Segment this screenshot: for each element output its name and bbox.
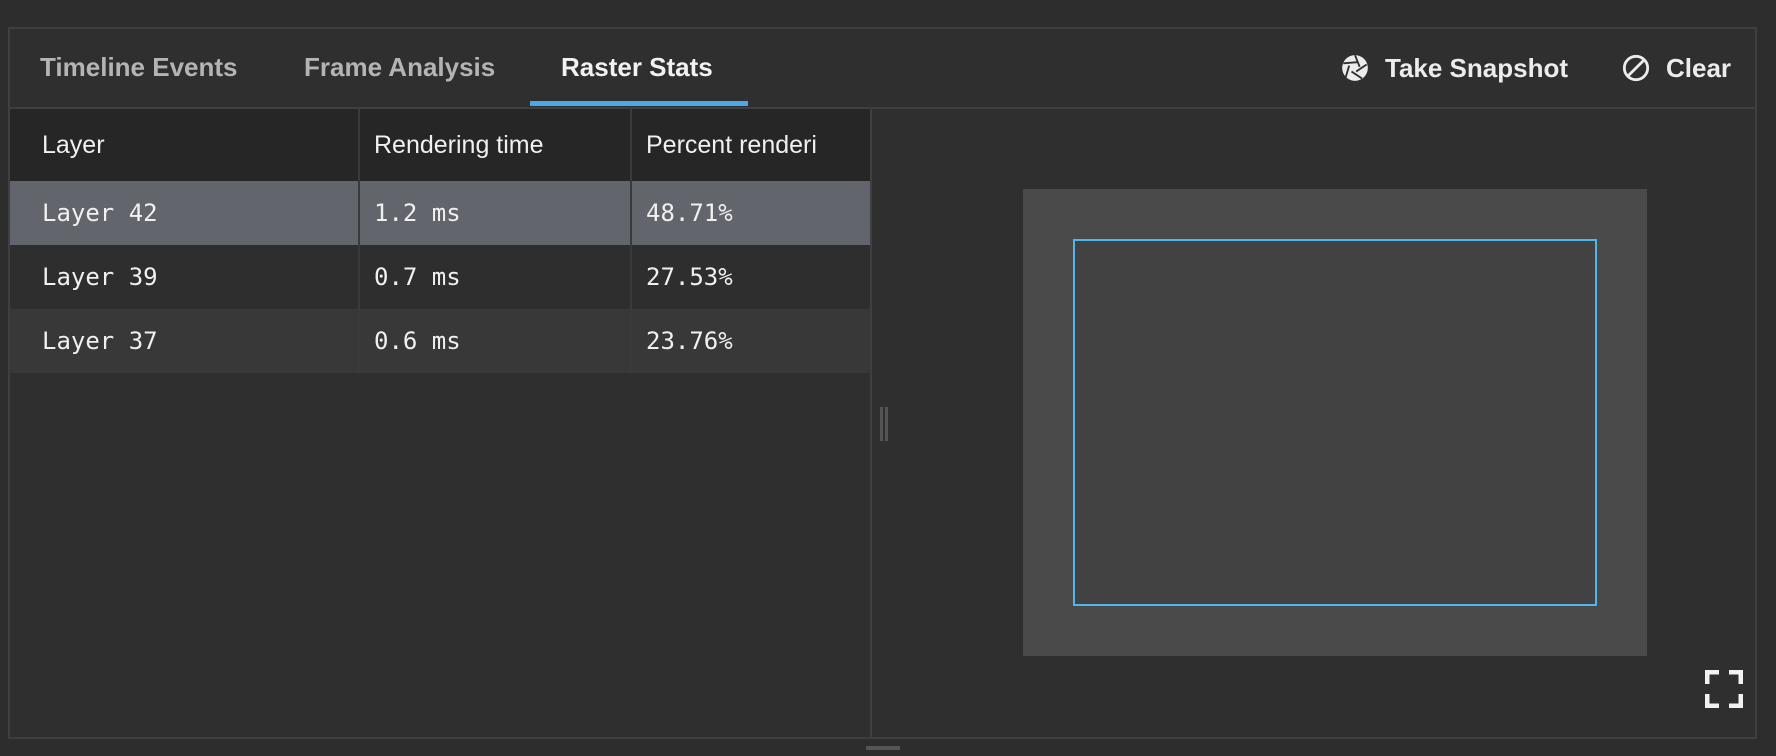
clear-button[interactable]: Clear bbox=[1622, 29, 1731, 107]
layer-preview bbox=[1023, 189, 1647, 656]
column-header-percent-rendering[interactable]: Percent renderi bbox=[630, 109, 870, 181]
clear-label: Clear bbox=[1666, 53, 1732, 83]
table-row[interactable]: Layer 42 1.2 ms 48.71% bbox=[10, 181, 870, 245]
take-snapshot-button[interactable]: Take Snapshot bbox=[1341, 29, 1568, 107]
camera-shutter-icon bbox=[1342, 54, 1368, 81]
percent-rendering: 48.71% bbox=[630, 181, 870, 245]
tab-bar: Timeline Events Frame Analysis Raster St… bbox=[10, 29, 1755, 109]
layer-table: Layer Rendering time Percent renderi Lay… bbox=[10, 109, 872, 737]
layer-highlight-rect bbox=[1073, 239, 1597, 606]
block-icon bbox=[1622, 55, 1650, 82]
layer-name: Layer 42 bbox=[42, 199, 158, 227]
table-row[interactable]: Layer 39 0.7 ms 27.53% bbox=[10, 245, 870, 309]
tab-frame-analysis[interactable]: Frame Analysis bbox=[304, 52, 496, 82]
active-tab-indicator bbox=[530, 101, 748, 106]
tab-timeline-events[interactable]: Timeline Events bbox=[40, 52, 238, 82]
fullscreen-icon[interactable] bbox=[1705, 670, 1743, 708]
layer-name: Layer 37 bbox=[42, 327, 158, 355]
percent-rendering: 27.53% bbox=[630, 245, 870, 309]
tab-raster-stats[interactable]: Raster Stats bbox=[561, 52, 713, 82]
percent-rendering: 23.76% bbox=[630, 309, 870, 373]
take-snapshot-label: Take Snapshot bbox=[1385, 53, 1569, 83]
table-header: Layer Rendering time Percent renderi bbox=[10, 109, 870, 181]
rendering-time: 0.7 ms bbox=[358, 245, 630, 309]
column-header-layer[interactable]: Layer bbox=[42, 131, 105, 159]
column-header-rendering-time[interactable]: Rendering time bbox=[358, 109, 630, 181]
raster-stats-panel: Timeline Events Frame Analysis Raster St… bbox=[8, 27, 1757, 739]
rendering-time: 0.6 ms bbox=[358, 309, 630, 373]
layer-name: Layer 39 bbox=[42, 263, 158, 291]
horizontal-splitter-handle[interactable] bbox=[866, 746, 900, 750]
rendering-time: 1.2 ms bbox=[358, 181, 630, 245]
table-row[interactable]: Layer 37 0.6 ms 23.76% bbox=[10, 309, 870, 373]
vertical-splitter-handle[interactable] bbox=[878, 407, 890, 441]
